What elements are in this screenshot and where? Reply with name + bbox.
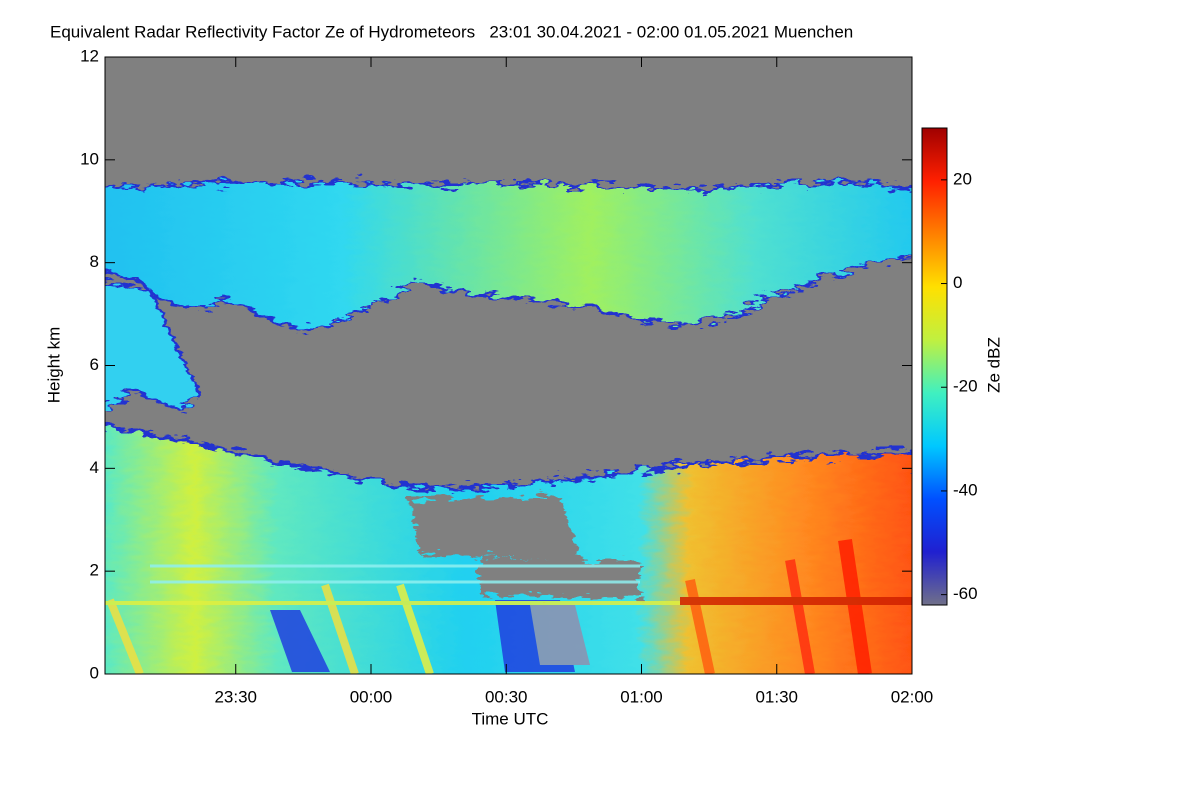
fall-streaks <box>105 538 912 674</box>
echo-gap <box>410 495 580 560</box>
x-axis-label: Time UTC <box>472 709 549 728</box>
x-tick-label: 00:30 <box>485 687 528 706</box>
y-tick-label: 12 <box>80 46 99 65</box>
upper-cloud <box>105 180 912 332</box>
radar-field <box>105 57 912 674</box>
colorbar <box>921 127 948 606</box>
colorbar-tick-label: 0 <box>953 273 962 292</box>
cloud-streak <box>105 280 202 414</box>
y-tick-label: 4 <box>90 458 99 477</box>
x-tick-label: 01:30 <box>755 687 798 706</box>
colorbar-tick-label: 20 <box>953 169 972 188</box>
y-tick-label: 0 <box>90 663 99 682</box>
colorbar-tick-label: -60 <box>953 584 978 603</box>
y-axis-label: Height km <box>44 327 63 404</box>
y-tick-label: 8 <box>90 252 99 271</box>
y-tick-label: 2 <box>90 561 99 580</box>
x-tick-label: 02:00 <box>891 687 934 706</box>
x-tick-label: 23:30 <box>214 687 257 706</box>
colorbar-tick-label: -40 <box>953 480 978 499</box>
chart-title: Equivalent Radar Reflectivity Factor Ze … <box>50 22 853 41</box>
colorbar-tick-label: -20 <box>953 377 978 396</box>
echo-gap <box>480 558 640 598</box>
x-tick-label: 00:00 <box>350 687 393 706</box>
colorbar-label: Ze dBZ <box>984 337 1003 393</box>
y-tick-label: 10 <box>80 149 99 168</box>
y-tick-label: 6 <box>90 355 99 374</box>
x-tick-label: 01:00 <box>620 687 663 706</box>
